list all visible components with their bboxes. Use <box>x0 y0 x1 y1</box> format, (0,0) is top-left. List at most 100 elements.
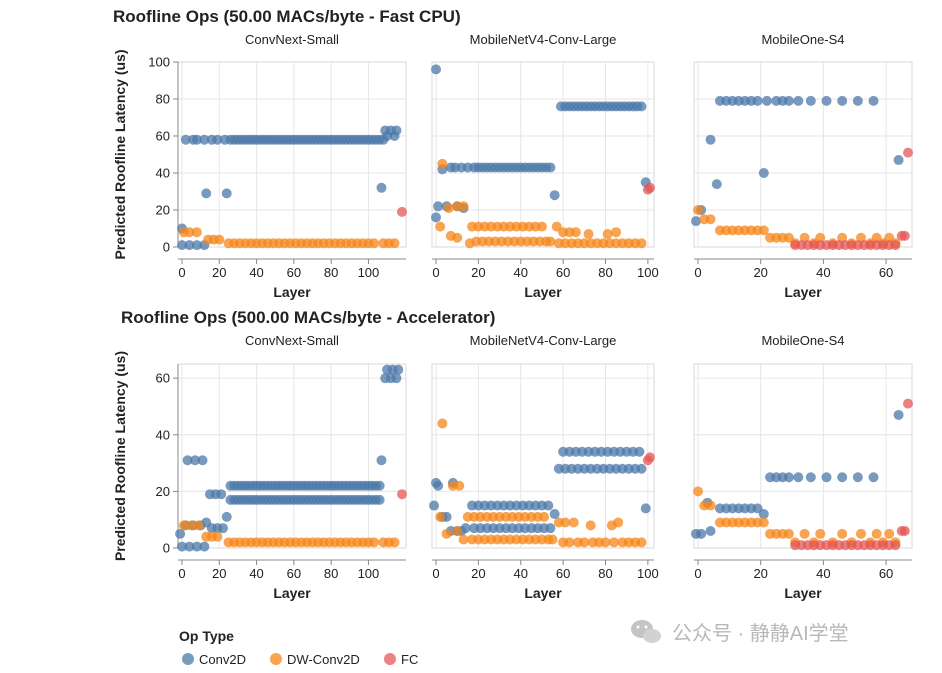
x-tick-label: 80 <box>598 265 612 280</box>
point-conv2d <box>201 188 212 199</box>
y-tick-label: 20 <box>156 203 170 218</box>
point-conv2d <box>705 526 716 537</box>
point-conv2d <box>852 472 863 483</box>
point-fc <box>890 540 901 551</box>
point-conv2d <box>821 95 832 106</box>
point-conv2d <box>805 95 816 106</box>
point-conv2d <box>893 155 904 166</box>
point-dwconv2d <box>536 221 547 232</box>
point-dwconv2d <box>564 537 575 548</box>
point-dwconv2d <box>435 511 446 522</box>
x-tick-label: 0 <box>432 566 439 581</box>
x-axis-title: Layer <box>524 585 562 601</box>
point-dwconv2d <box>855 528 866 539</box>
facet-title: MobileOne-S4 <box>761 333 844 348</box>
point-conv2d <box>221 511 232 522</box>
point-conv2d <box>758 168 769 178</box>
y-tick-label: 0 <box>163 240 170 255</box>
point-conv2d <box>191 240 202 251</box>
point-conv2d <box>793 472 804 483</box>
point-dwconv2d <box>815 528 826 539</box>
charts-layer: Roofline Ops (50.00 MACs/byte - Fast CPU… <box>112 7 913 601</box>
point-conv2d <box>429 500 439 511</box>
point-dwconv2d <box>437 158 448 169</box>
point-dwconv2d <box>458 534 469 545</box>
point-conv2d <box>852 95 863 106</box>
legend-item-fc: FC <box>384 652 418 667</box>
x-tick-label: 60 <box>287 566 301 581</box>
x-tick-label: 0 <box>694 265 701 280</box>
x-tick-label: 40 <box>514 566 528 581</box>
y-tick-label: 60 <box>156 371 170 386</box>
point-conv2d <box>221 188 232 199</box>
x-tick-label: 0 <box>432 265 439 280</box>
point-conv2d <box>218 523 229 534</box>
point-dwconv2d <box>705 500 716 511</box>
point-conv2d <box>549 509 560 520</box>
point-conv2d <box>190 455 201 466</box>
point-fc <box>903 147 913 158</box>
x-tick-label: 0 <box>178 566 185 581</box>
facet-mobilenetv4-conv-large: MobileNetV4-Conv-Large 0 20 40 60 80 100 Layer <box>429 333 659 601</box>
x-tick-label: 40 <box>816 566 830 581</box>
point-dwconv2d <box>452 232 463 243</box>
point-dwconv2d <box>758 225 769 236</box>
point-conv2d <box>376 455 387 466</box>
point-fc <box>890 240 901 251</box>
point-dwconv2d <box>884 528 895 539</box>
x-tick-label: 60 <box>287 265 301 280</box>
x-tick-label: 80 <box>324 265 338 280</box>
facet-mobilenetv4-conv-large: MobileNetV4-Conv-Large 0 20 40 60 80 100 Layer <box>431 32 659 300</box>
series-dwconv2d <box>693 205 901 249</box>
x-axis-title: Layer <box>784 284 822 300</box>
point-conv2d <box>805 472 816 483</box>
point-conv2d <box>868 472 879 483</box>
x-tick-label: 60 <box>556 265 570 280</box>
y-tick-label: 0 <box>163 541 170 556</box>
point-conv2d <box>431 64 441 75</box>
x-tick-label: 0 <box>694 566 701 581</box>
point-conv2d <box>393 364 404 375</box>
point-dwconv2d <box>608 537 619 548</box>
point-dwconv2d <box>693 486 703 497</box>
point-conv2d <box>634 446 645 457</box>
point-dwconv2d <box>579 537 590 548</box>
series-fc <box>642 182 655 195</box>
series-dwconv2d <box>178 227 400 249</box>
x-tick-label: 40 <box>249 265 263 280</box>
point-dwconv2d <box>454 480 465 491</box>
point-conv2d <box>374 494 385 505</box>
series-conv2d <box>177 125 402 251</box>
plot-frame <box>177 363 407 549</box>
point-dwconv2d <box>693 205 703 215</box>
point-conv2d <box>549 190 560 201</box>
point-conv2d <box>545 523 556 534</box>
point-fc <box>899 526 910 537</box>
point-conv2d <box>636 101 647 112</box>
point-conv2d <box>837 472 848 483</box>
facet-title: MobileNetV4-Conv-Large <box>470 333 617 348</box>
series-fc <box>397 206 407 217</box>
point-dwconv2d <box>600 537 611 548</box>
x-tick-label: 40 <box>514 265 528 280</box>
point-conv2d <box>184 240 195 251</box>
y-tick-label: 80 <box>156 92 170 107</box>
point-conv2d <box>216 489 227 500</box>
point-dwconv2d <box>837 528 848 539</box>
point-fc <box>645 452 655 463</box>
point-conv2d <box>199 541 210 552</box>
x-tick-label: 20 <box>471 566 485 581</box>
point-conv2d <box>180 134 191 145</box>
chart-title: Roofline Ops (500.00 MACs/byte - Acceler… <box>121 308 495 327</box>
legend-swatch-conv2d <box>182 653 194 665</box>
series-dwconv2d <box>178 520 400 548</box>
point-dwconv2d <box>458 201 469 212</box>
series-conv2d <box>431 64 651 223</box>
y-tick-label: 100 <box>148 55 170 70</box>
point-dwconv2d <box>369 537 380 548</box>
x-tick-label: 40 <box>249 566 263 581</box>
series-fc <box>397 489 407 500</box>
facet-mobileone-s4: MobileOne-S4 0 20 40 60 Layer <box>691 32 913 300</box>
point-dwconv2d <box>636 238 647 249</box>
